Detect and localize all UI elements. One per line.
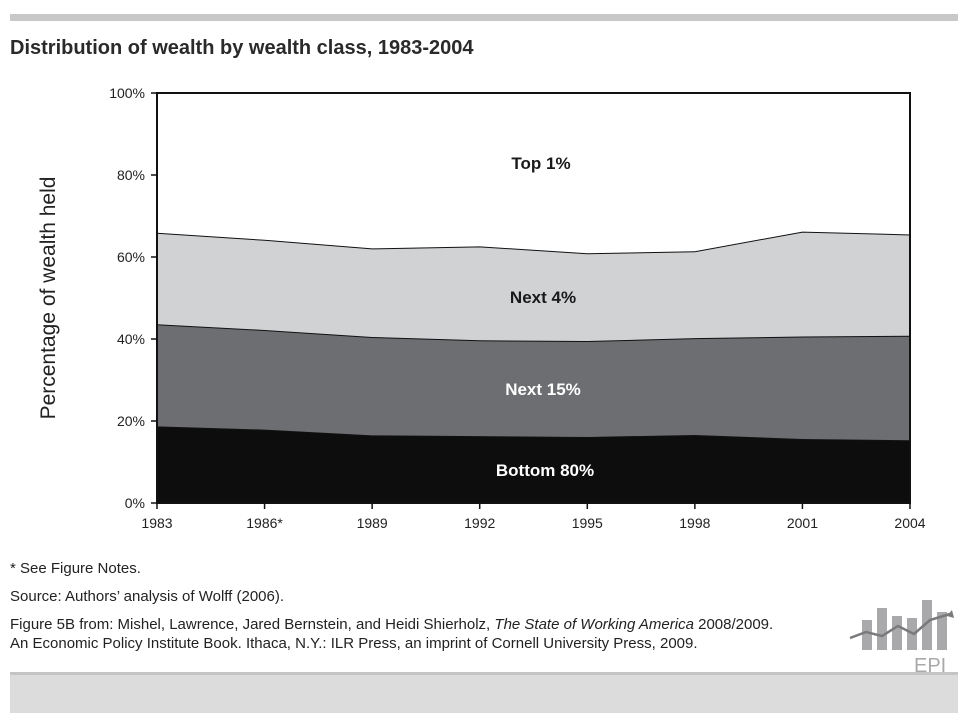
x-tick-label: 1989 [357, 515, 388, 531]
x-tick-label: 1992 [464, 515, 495, 531]
x-tick-label: 1986* [246, 515, 283, 531]
area-next-15 [157, 324, 910, 441]
footer-band [10, 672, 958, 713]
plot-frame [156, 92, 911, 504]
figure-notes: * See Figure Notes. Source: Authors’ ana… [10, 559, 773, 653]
area-top-1 [157, 93, 910, 254]
y-tick-label: 0% [125, 495, 145, 511]
top-divider [10, 14, 958, 21]
x-tick-label: 1983 [141, 515, 172, 531]
x-tick-label: 1995 [572, 515, 603, 531]
epi-logo-text: EPI [914, 655, 946, 676]
series-label-next-15: Next 15% [505, 380, 581, 399]
citation-prefix: Figure 5B from: Mishel, Lawrence, Jared … [10, 616, 495, 633]
see-notes-text: * See Figure Notes. [10, 560, 141, 577]
citation-suffix: 2008/2009. [693, 616, 774, 633]
x-tick-label: 2004 [894, 515, 925, 531]
series-label-top-1: Top 1% [511, 154, 570, 173]
y-axis-label: Percentage of wealth held [37, 177, 60, 420]
y-tick-label: 80% [117, 167, 145, 183]
citation-text: Figure 5B from: Mishel, Lawrence, Jared … [10, 615, 773, 634]
area-next-4 [157, 231, 910, 342]
x-tick-label: 1998 [679, 515, 710, 531]
y-tick-label: 20% [117, 413, 145, 429]
y-tick-label: 40% [117, 331, 145, 347]
x-tick-label: 2001 [787, 515, 818, 531]
y-tick-label: 60% [117, 249, 145, 265]
publisher-text: An Economic Policy Institute Book. Ithac… [10, 635, 698, 652]
stacked-area-chart: Bottom 80% Next 15% Next 4% Top 1% 0% 20% 40% 6… [37, 85, 926, 531]
series-label-bottom-80: Bottom 80% [496, 461, 594, 480]
chart-title: Distribution of wealth by wealth class, … [10, 37, 474, 59]
source-text: Source: Authors’ analysis of Wolff (2006… [10, 588, 285, 605]
area-bottom-80 [157, 426, 910, 503]
book-title: The State of Working America [494, 616, 694, 633]
y-tick-label: 100% [109, 85, 145, 101]
epi-logo: EPI [849, 600, 954, 676]
series-label-next-4: Next 4% [510, 288, 576, 307]
